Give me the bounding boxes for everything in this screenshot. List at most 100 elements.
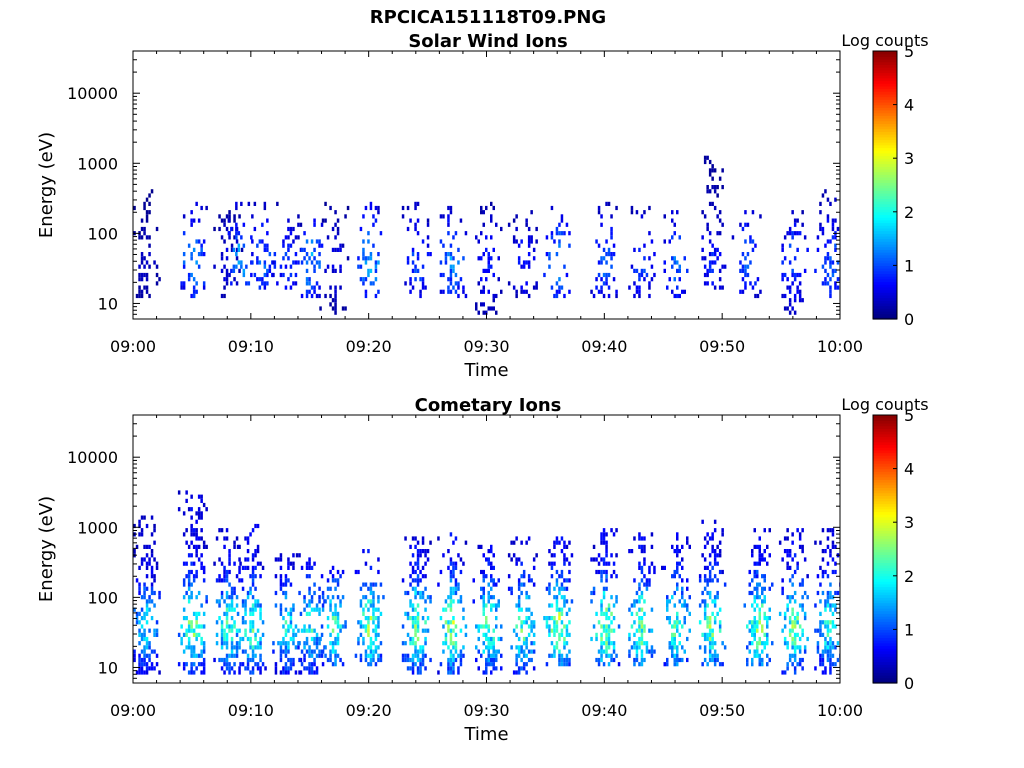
spectrogram-cell — [525, 540, 528, 545]
spectrogram-cell — [256, 243, 259, 248]
spectrogram-cell — [303, 595, 306, 600]
spectrogram-cell — [568, 578, 571, 583]
spectrogram-cell — [313, 607, 316, 612]
spectrogram-cell — [718, 624, 722, 629]
spectrogram-cell — [648, 205, 651, 211]
spectrogram-cell — [803, 649, 807, 654]
spectrogram-cell — [308, 645, 311, 650]
spectrogram-cell — [190, 515, 193, 520]
spectrogram-cell — [426, 549, 430, 554]
spectrogram-cell — [419, 549, 422, 554]
spectrogram-cell — [568, 620, 571, 625]
spectrogram-cell — [308, 670, 311, 675]
spectrogram-cell — [411, 285, 415, 290]
spectrogram-cell — [464, 231, 468, 236]
spectrogram-cell — [663, 214, 666, 219]
spectrogram-cell — [282, 641, 285, 646]
colorbar-segment — [873, 439, 897, 443]
spectrogram-cell — [414, 616, 417, 621]
colorbar-segment — [873, 246, 897, 250]
spectrogram-cell — [215, 632, 219, 637]
spectrogram-cell — [187, 636, 191, 642]
spectrogram-cell — [793, 616, 797, 621]
spectrogram-cell — [753, 544, 756, 549]
spectrogram-cell — [671, 218, 674, 223]
spectrogram-cell — [279, 603, 283, 608]
spectrogram-cell — [324, 201, 327, 206]
spectrogram-cell — [140, 289, 144, 294]
spectrogram-cell — [287, 256, 290, 261]
spectrogram-cell — [182, 607, 186, 612]
colorbar-tick-label: 4 — [904, 460, 914, 479]
spectrogram-cell — [796, 611, 799, 616]
spectrogram-cell — [681, 590, 684, 596]
spectrogram-cell — [140, 277, 144, 282]
spectrogram-cell — [449, 578, 453, 583]
spectrogram-cell — [251, 649, 255, 654]
spectrogram-cell — [298, 641, 301, 646]
spectrogram-cell — [263, 243, 267, 248]
spectrogram-cell — [527, 235, 531, 240]
spectrogram-cell — [249, 607, 252, 612]
spectrogram-cell — [831, 603, 835, 608]
spectrogram-cell — [411, 666, 415, 671]
spectrogram-cell — [411, 553, 415, 558]
spectrogram-cell — [522, 653, 526, 658]
spectrogram-cell — [177, 662, 181, 667]
spectrogram-cell — [416, 603, 420, 608]
spectrogram-cell — [215, 620, 219, 625]
spectrogram-cell — [424, 620, 427, 625]
spectrogram-cell — [334, 302, 337, 307]
spectrogram-cell — [834, 590, 837, 596]
spectrogram-cell — [315, 670, 319, 675]
spectrogram-cell — [362, 549, 365, 554]
spectrogram-cell — [421, 649, 425, 654]
spectrogram-cell — [798, 636, 802, 642]
spectrogram-cell — [148, 544, 151, 549]
spectrogram-cell — [630, 603, 634, 608]
spectrogram-cell — [424, 607, 427, 612]
spectrogram-cell — [640, 624, 644, 629]
spectrogram-cell — [424, 586, 427, 591]
spectrogram-cell — [305, 611, 309, 616]
x-tick-label: 09:40 — [581, 701, 627, 720]
spectrogram-cell — [829, 657, 832, 663]
spectrogram-cell — [225, 666, 229, 671]
spectrogram-cell — [826, 620, 830, 625]
spectrogram-cell — [185, 574, 188, 579]
spectrogram-cell — [449, 277, 453, 282]
spectrogram-cell — [303, 666, 306, 671]
spectrogram-cell — [701, 235, 704, 240]
spectrogram-cell — [766, 620, 769, 625]
spectrogram-cell — [718, 607, 722, 612]
spectrogram-cell — [711, 544, 714, 549]
spectrogram-cell — [200, 670, 203, 675]
spectrogram-cell — [202, 540, 206, 545]
spectrogram-cell — [482, 569, 485, 575]
spectrogram-cell — [605, 553, 608, 558]
spectrogram-cell — [258, 285, 262, 290]
spectrogram-cell — [819, 565, 822, 570]
colorbar-segment — [873, 83, 897, 87]
spectrogram-cell — [826, 536, 830, 541]
spectrogram-cell — [235, 239, 239, 244]
spectrogram-cell — [454, 231, 458, 236]
spectrogram-cell — [220, 595, 224, 600]
spectrogram-cell — [225, 247, 229, 252]
colorbar-frame — [872, 414, 898, 684]
spectrogram-cell — [251, 595, 255, 600]
spectrogram-cell — [145, 218, 149, 223]
spectrogram-cell — [686, 607, 689, 612]
spectrogram-cell — [826, 272, 830, 278]
colorbar-segment — [873, 281, 897, 285]
spectrogram-cell — [237, 231, 241, 236]
spectrogram-cell — [527, 252, 531, 257]
spectrogram-cell — [638, 544, 641, 549]
spectrogram-cell — [318, 586, 321, 591]
colorbar-segment — [873, 289, 897, 293]
spectrogram-cell — [228, 666, 231, 671]
spectrogram-cell — [834, 268, 837, 273]
spectrogram-cell — [452, 662, 455, 667]
spectrogram-cell — [303, 628, 306, 633]
spectrogram-cell — [748, 582, 751, 587]
